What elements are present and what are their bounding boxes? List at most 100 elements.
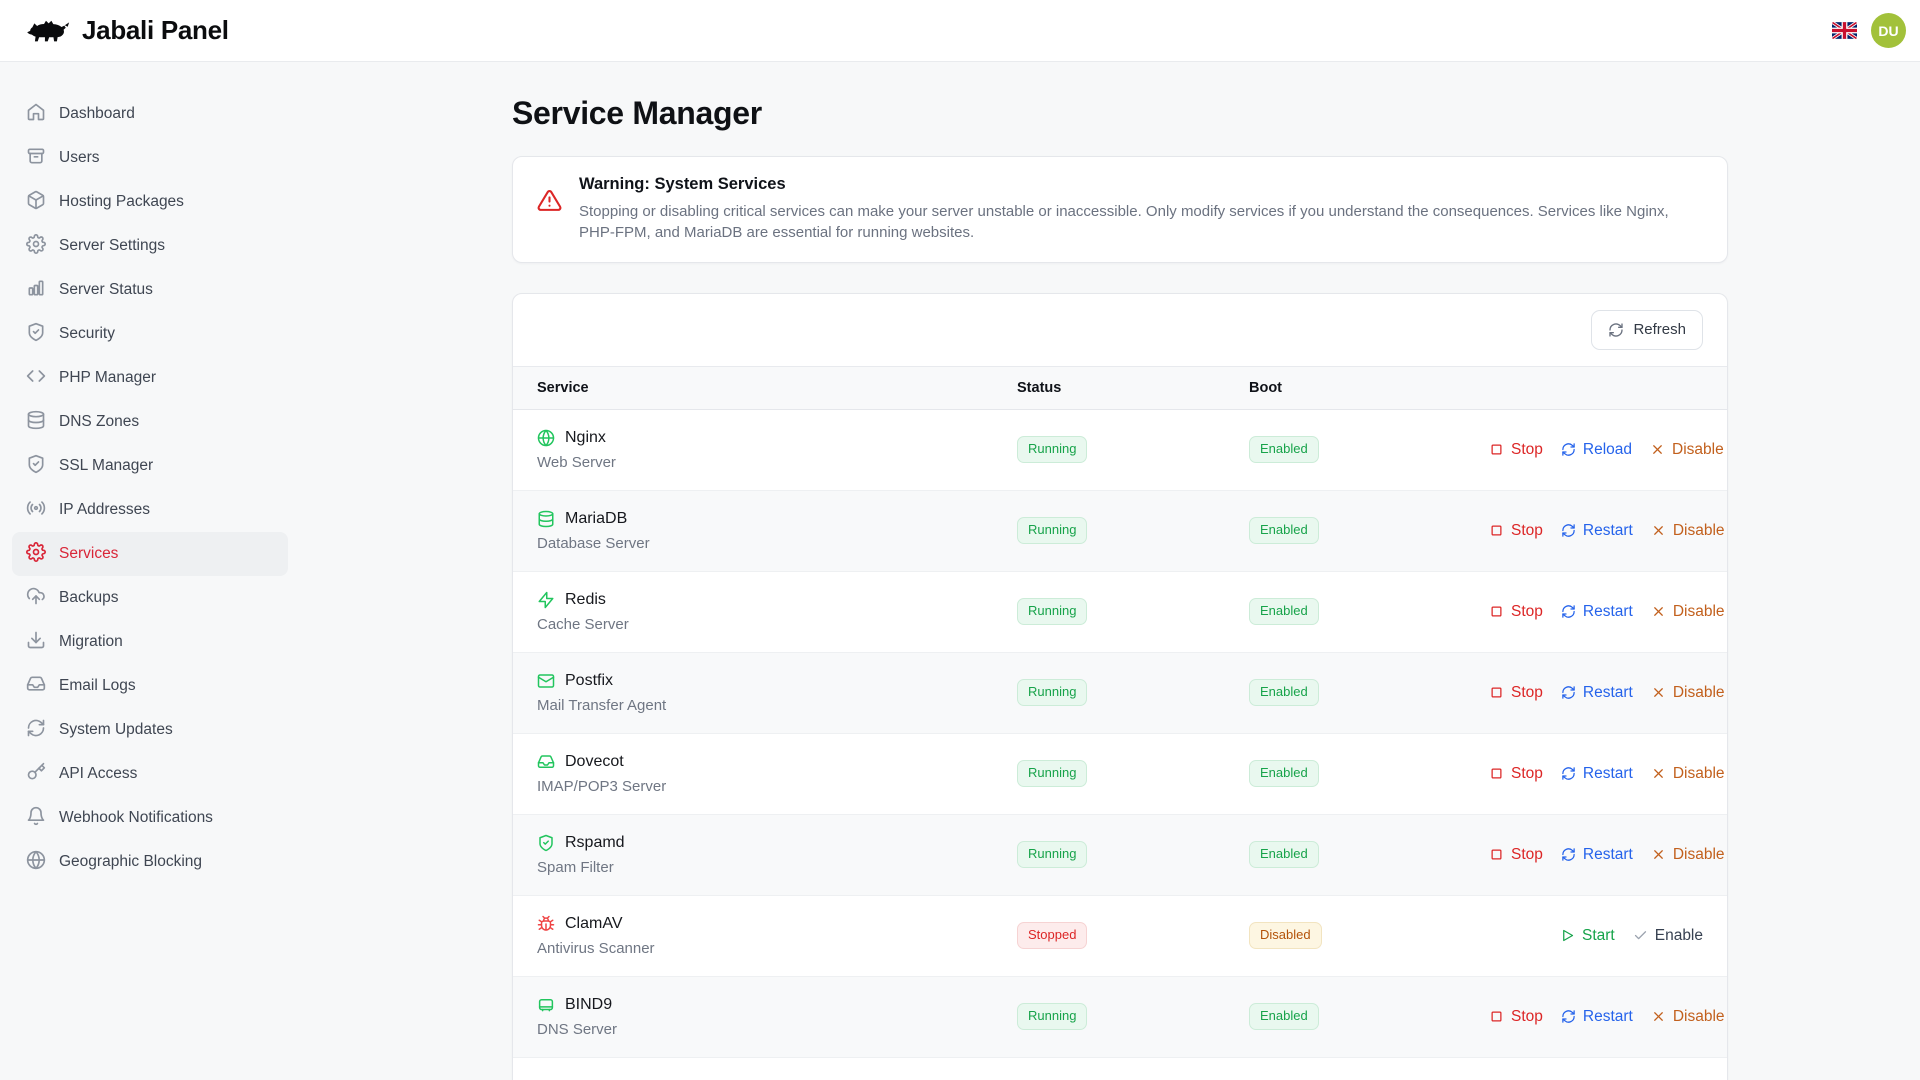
- x-icon: [1651, 523, 1666, 538]
- sidebar-item-label: Security: [59, 325, 115, 342]
- sidebar-item-system-updates[interactable]: System Updates: [12, 708, 288, 752]
- service-description: Mail Transfer Agent: [537, 696, 667, 714]
- service-name: Nginx: [565, 428, 606, 446]
- sidebar-item-server-status[interactable]: Server Status: [12, 268, 288, 312]
- enable-action[interactable]: Enable: [1633, 927, 1703, 945]
- service-row-mariadb: MariaDB Database Server Running Enabled …: [513, 490, 1727, 572]
- stop-action[interactable]: Stop: [1489, 522, 1543, 540]
- stop-action[interactable]: Stop: [1489, 765, 1543, 783]
- restart-action[interactable]: Restart: [1561, 603, 1633, 621]
- uk-flag-icon[interactable]: [1832, 22, 1857, 39]
- disable-action[interactable]: Disable: [1651, 684, 1725, 702]
- gear-icon: [26, 541, 46, 567]
- x-icon: [1651, 766, 1666, 781]
- disable-action[interactable]: Disable: [1651, 765, 1725, 783]
- sidebar-item-backups[interactable]: Backups: [12, 576, 288, 620]
- sidebar-item-services[interactable]: Services: [12, 532, 288, 576]
- column-status: Status: [1017, 379, 1062, 396]
- gear-icon: [26, 233, 46, 259]
- status-badge: Running: [1017, 1003, 1088, 1030]
- refresh-button[interactable]: Refresh: [1591, 309, 1703, 350]
- server-icon: [537, 996, 555, 1014]
- brand: Jabali Panel: [26, 13, 229, 49]
- stop-action[interactable]: Stop: [1489, 603, 1543, 621]
- stop-action[interactable]: Stop: [1489, 684, 1543, 702]
- sidebar-item-label: System Updates: [59, 721, 173, 738]
- action-label: Stop: [1511, 683, 1543, 701]
- service-actions: Stop Restart Disable: [1489, 522, 1725, 540]
- action-label: Disable: [1672, 602, 1725, 620]
- status-badge: Running: [1017, 436, 1088, 463]
- action-label: Disable: [1672, 521, 1725, 539]
- sidebar-item-security[interactable]: Security: [12, 312, 288, 356]
- home-icon: [26, 102, 46, 127]
- boot-badge: Enabled: [1249, 841, 1319, 868]
- stop-action[interactable]: Stop: [1489, 846, 1543, 864]
- service-row-bind9: BIND9 DNS Server Running Enabled Stop Res…: [513, 976, 1727, 1058]
- stop-action[interactable]: Stop: [1489, 441, 1543, 459]
- sidebar-item-migration[interactable]: Migration: [12, 620, 288, 664]
- service-row-redis: Redis Cache Server Running Enabled Stop R…: [513, 572, 1727, 653]
- restart-action[interactable]: Restart: [1561, 684, 1633, 702]
- sidebar-item-webhook-notifications[interactable]: Webhook Notifications: [12, 796, 288, 840]
- boot-badge: Enabled: [1249, 679, 1319, 706]
- sidebar: Dashboard Users Hosting Packages Server …: [0, 62, 300, 1080]
- service-name: Dovecot: [565, 752, 624, 770]
- sidebar-item-server-settings[interactable]: Server Settings: [12, 224, 288, 268]
- restart-action[interactable]: Restart: [1561, 522, 1633, 540]
- action-label: Reload: [1582, 440, 1633, 458]
- service-row-postfix: Postfix Mail Transfer Agent Running Enab…: [513, 652, 1727, 734]
- status-badge: Running: [1017, 679, 1088, 706]
- refresh-icon: [1561, 604, 1576, 619]
- sidebar-item-dns-zones[interactable]: DNS Zones: [12, 400, 288, 444]
- sidebar-item-dashboard[interactable]: Dashboard: [12, 92, 288, 136]
- stop-action[interactable]: Stop: [1489, 1008, 1543, 1026]
- check-icon: [1633, 928, 1648, 943]
- boot-badge: Disabled: [1249, 922, 1322, 949]
- service-description: Cache Server: [537, 615, 629, 633]
- start-action[interactable]: Start: [1560, 927, 1615, 945]
- action-label: Stop: [1511, 1007, 1543, 1025]
- service-actions: Stop Restart Disable: [1489, 684, 1725, 702]
- sidebar-item-users[interactable]: Users: [12, 136, 288, 180]
- service-description: DNS Server: [537, 1020, 618, 1038]
- refresh-icon: [26, 718, 46, 743]
- service-description: Database Server: [537, 534, 650, 552]
- restart-action[interactable]: Restart: [1561, 765, 1633, 783]
- service-name: Postfix: [565, 671, 614, 689]
- status-badge: Running: [1017, 598, 1088, 625]
- action-label: Disable: [1672, 845, 1725, 863]
- sidebar-item-label: DNS Zones: [59, 413, 140, 430]
- refresh-icon: [1561, 523, 1576, 538]
- disable-action[interactable]: Disable: [1651, 1008, 1725, 1026]
- sidebar-item-php-manager[interactable]: PHP Manager: [12, 356, 288, 400]
- reload-action[interactable]: Reload: [1561, 441, 1632, 459]
- sidebar-item-label: Users: [59, 149, 100, 166]
- sidebar-item-ip-addresses[interactable]: IP Addresses: [12, 488, 288, 532]
- sidebar-item-geographic-blocking[interactable]: Geographic Blocking: [12, 840, 288, 884]
- sidebar-item-hosting-packages[interactable]: Hosting Packages: [12, 180, 288, 224]
- restart-action[interactable]: Restart: [1561, 846, 1633, 864]
- sidebar-item-email-logs[interactable]: Email Logs: [12, 664, 288, 708]
- boar-logo-icon: [26, 13, 72, 49]
- disable-action[interactable]: Disable: [1651, 846, 1725, 864]
- stop-square-icon: [1489, 766, 1504, 781]
- restart-action[interactable]: Restart: [1561, 1008, 1633, 1026]
- action-label: Stop: [1511, 602, 1543, 620]
- status-badge: Stopped: [1017, 922, 1088, 949]
- download-icon: [26, 630, 46, 655]
- disable-action[interactable]: Disable: [1651, 522, 1725, 540]
- disable-action[interactable]: Disable: [1650, 441, 1724, 459]
- zap-icon: [537, 591, 555, 609]
- sidebar-item-api-access[interactable]: API Access: [12, 752, 288, 796]
- service-actions: Stop Restart Disable: [1489, 603, 1725, 621]
- service-actions: Start Enable: [1489, 927, 1703, 945]
- action-label: Enable: [1654, 926, 1703, 944]
- sidebar-item-label: PHP Manager: [59, 369, 157, 386]
- sidebar-item-ssl-manager[interactable]: SSL Manager: [12, 444, 288, 488]
- disable-action[interactable]: Disable: [1651, 603, 1725, 621]
- avatar[interactable]: DU: [1871, 13, 1906, 48]
- action-label: Stop: [1511, 764, 1543, 782]
- warning-body: Stopping or disabling critical services …: [579, 203, 1669, 242]
- service-actions: Stop Reload Disable: [1489, 441, 1724, 459]
